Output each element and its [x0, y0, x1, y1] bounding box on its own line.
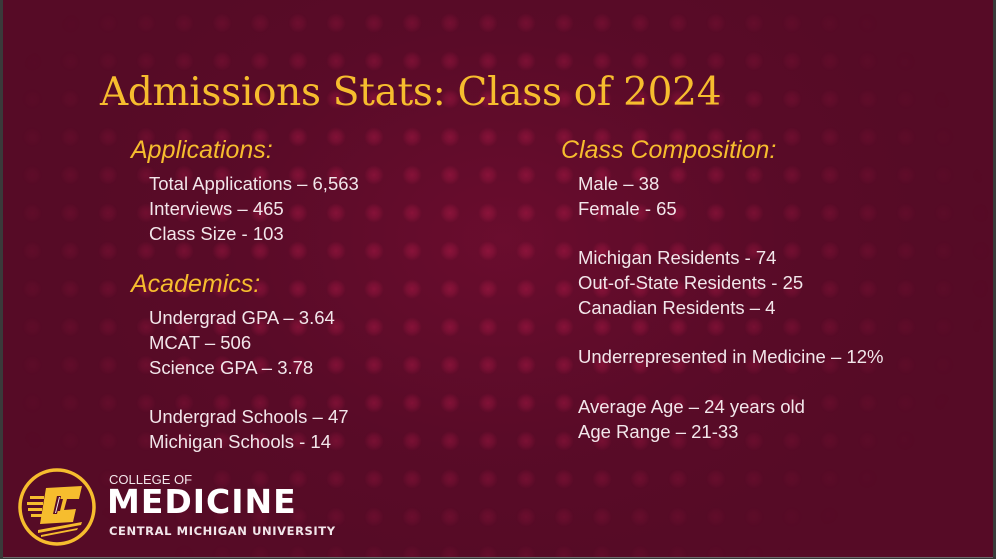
stat-undergrad-schools: Undergrad Schools – 47	[149, 406, 349, 427]
stat-science-gpa: Science GPA – 3.78	[149, 357, 314, 378]
applications-heading: Applications:	[131, 136, 273, 164]
class-composition-heading: Class Composition:	[561, 136, 777, 164]
background-dot-pattern	[3, 0, 993, 557]
stat-interviews: Interviews – 465	[149, 198, 284, 219]
stat-michigan-schools: Michigan Schools - 14	[149, 431, 332, 452]
cmu-flying-c-icon	[18, 468, 96, 546]
academics-heading: Academics:	[131, 270, 261, 298]
slide: Admissions Stats: Class of 2024 Applicat…	[3, 0, 993, 558]
stat-male: Male – 38	[578, 173, 660, 194]
stat-age-range: Age Range – 21-33	[578, 421, 739, 442]
stat-total-applications: Total Applications – 6,563	[149, 173, 359, 194]
stat-canadian-residents: Canadian Residents – 4	[578, 297, 776, 318]
stat-mcat: MCAT – 506	[149, 332, 252, 353]
stat-undergrad-gpa: Undergrad GPA – 3.64	[149, 307, 335, 328]
stat-class-size: Class Size - 103	[149, 223, 284, 244]
stat-underrepresented-in-medicine: Underrepresented in Medicine – 12%	[578, 346, 884, 367]
stat-out-of-state-residents: Out-of-State Residents - 25	[578, 272, 804, 293]
stat-female: Female - 65	[578, 198, 677, 219]
logo-university-name: CENTRAL MICHIGAN UNIVERSITY	[109, 524, 336, 538]
logo-college-of: COLLEGE OF	[109, 472, 193, 487]
logo-medicine: MEDICINE	[107, 482, 297, 521]
stat-michigan-residents: Michigan Residents - 74	[578, 247, 777, 268]
stat-average-age: Average Age – 24 years old	[578, 396, 805, 417]
slide-title: Admissions Stats: Class of 2024	[100, 70, 722, 115]
